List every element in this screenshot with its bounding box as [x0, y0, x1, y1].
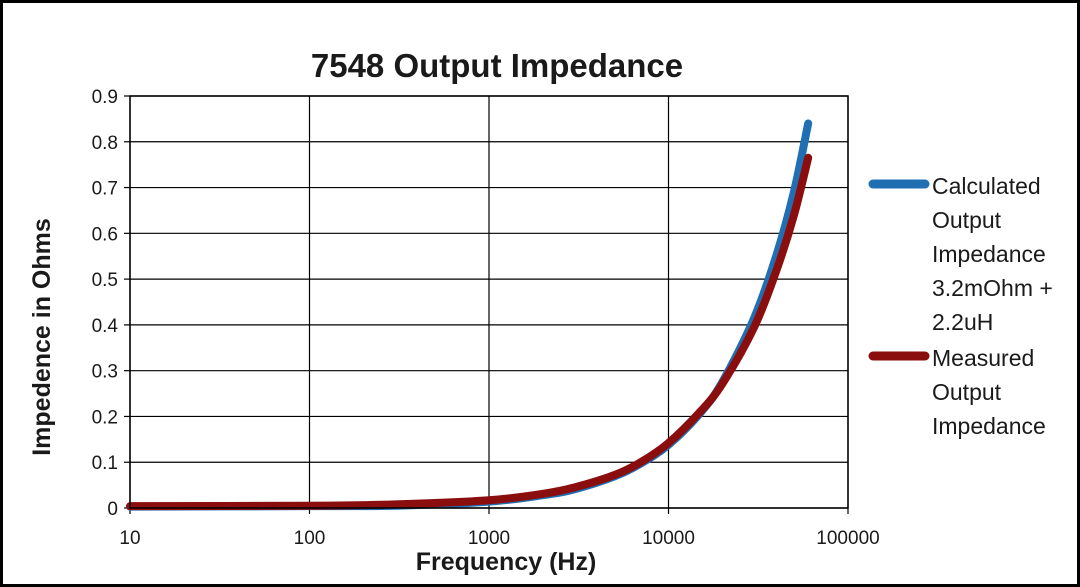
tick-label-layer: 0 0.1 0.2 0.3 0.4 0.5 0.6 0.7 0.8 0.9 10 100 1000 100…: [92, 87, 880, 549]
x-tick-label: 10: [119, 528, 140, 549]
x-axis-title: Frequency (Hz): [416, 548, 597, 576]
series-layer: [126, 119, 813, 511]
x-tick-label: 100000: [816, 528, 879, 549]
y-axis-title: Impedence in Ohms: [28, 218, 56, 456]
x-tick-label: 1000: [468, 528, 510, 549]
legend-label: Output: [932, 207, 1002, 233]
legend-label: Impedance: [932, 413, 1046, 439]
y-tick-label: 0.9: [92, 87, 118, 108]
y-tick-label: 0.7: [92, 179, 118, 200]
calculated-impedance-line: [126, 119, 813, 511]
legend-calculated: Calculated Output Impedance 3.2mOhm + 2.2uH: [868, 173, 1053, 335]
y-tick-label: 0: [107, 499, 118, 520]
x-tick-label: 10000: [642, 528, 695, 549]
legend-label: 2.2uH: [932, 309, 993, 335]
y-tick-label: 0.6: [92, 224, 118, 245]
y-tick-label: 0.8: [92, 133, 118, 154]
legend-label: Output: [932, 379, 1002, 405]
legend-label: Measured: [932, 345, 1034, 371]
legend-label: Calculated: [932, 173, 1041, 199]
legend: Calculated Output Impedance 3.2mOhm + 2.2uH M…: [868, 173, 1053, 439]
grid-layer: [124, 95, 849, 514]
measured-impedance-line: [126, 153, 813, 511]
y-tick-label: 0.4: [92, 316, 119, 337]
y-tick-label: 0.5: [92, 270, 118, 291]
plot-area-border: [129, 95, 849, 509]
y-tick-label: 0.2: [92, 407, 118, 428]
legend-label: 3.2mOhm +: [932, 275, 1053, 301]
legend-label: Impedance: [932, 241, 1046, 267]
y-tick-label: 0.3: [92, 362, 118, 383]
y-tick-label: 0.1: [92, 453, 118, 474]
legend-measured: Measured Output Impedance: [868, 345, 1046, 439]
x-tick-label: 100: [294, 528, 326, 549]
impedance-chart: 7548 Output Impedance 0 0.1 0.2 0.3 0.4 0.5 0.…: [28, 47, 1053, 576]
chart-title: 7548 Output Impedance: [311, 47, 683, 84]
